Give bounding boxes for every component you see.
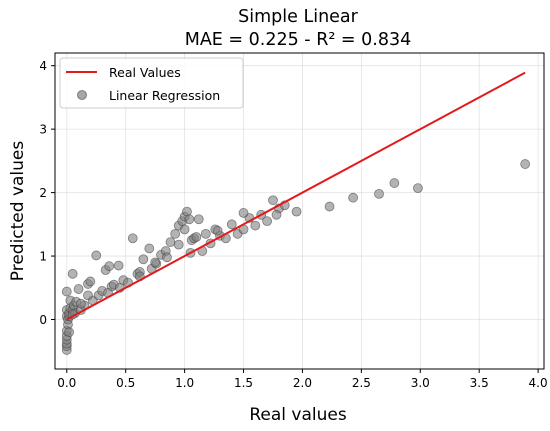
scatter-point <box>170 228 181 239</box>
scatter-point <box>348 192 359 203</box>
scatter-point <box>374 188 384 199</box>
scatter-point <box>250 220 261 231</box>
scatter-point <box>173 239 184 250</box>
legend-entry-real-values: Real Values <box>109 65 181 80</box>
scatter-point <box>162 252 172 263</box>
scatter-point <box>150 257 161 268</box>
scatter-point <box>85 276 96 287</box>
x-tick-label: 2.5 <box>352 376 371 390</box>
scatter-point <box>226 219 237 230</box>
scatter-point <box>91 250 102 261</box>
x-tick-label: 4.0 <box>529 376 548 390</box>
y-axis-ticks: 0 1 2 3 4 <box>39 59 55 327</box>
scatter-point <box>238 208 249 218</box>
chart-title-line-1: Simple Linear <box>238 7 359 27</box>
y-tick-label: 2 <box>39 186 47 200</box>
scatter-point <box>104 261 115 272</box>
series-layer <box>61 71 531 355</box>
scatter-point <box>184 214 195 225</box>
x-tick-label: 1.5 <box>234 376 253 390</box>
scatter-point <box>76 298 86 309</box>
scatter-point <box>212 225 223 236</box>
scatter-point <box>389 178 400 188</box>
y-tick-label: 1 <box>39 250 47 264</box>
y-axis-label: Predicted values <box>8 141 28 282</box>
scatter-point <box>324 201 335 212</box>
scatter-point <box>520 159 531 169</box>
legend: Real Values Linear Regression <box>59 57 244 109</box>
x-tick-label: 3.5 <box>470 376 489 390</box>
legend-entry-linear-regression: Linear Regression <box>109 88 220 103</box>
scatter-point <box>73 284 84 294</box>
scatter-point <box>413 183 423 194</box>
scatter-point <box>67 268 78 279</box>
chart-title-line-2: MAE = 0.225 - R² = 0.834 <box>185 30 412 50</box>
y-tick-label: 0 <box>39 313 47 327</box>
scatter-point <box>179 224 190 235</box>
x-axis-label: Real values <box>249 405 346 425</box>
x-tick-label: 0.5 <box>116 376 135 390</box>
scatter-point <box>165 237 176 247</box>
scatter-point <box>262 216 272 227</box>
x-tick-label: 3.0 <box>411 376 430 390</box>
scatter-point <box>268 195 278 206</box>
scatter-point <box>193 214 204 225</box>
scatter-point <box>127 233 138 244</box>
scatter-point <box>191 232 202 242</box>
x-axis-ticks: 0.0 0.5 1.0 1.5 2.0 2.5 3.0 3.5 4.0 <box>57 369 548 390</box>
x-tick-label: 1.0 <box>175 376 194 390</box>
scatter-point <box>138 254 149 265</box>
scatter-point <box>83 290 93 301</box>
scatter-point <box>64 327 75 338</box>
plot-frame <box>54 52 545 370</box>
scatter-point <box>61 286 72 297</box>
legend-marker-swatch <box>77 90 87 100</box>
scatter-point <box>271 209 282 220</box>
scatter-point <box>144 243 155 254</box>
x-tick-label: 2.0 <box>293 376 312 390</box>
scatter-point <box>291 206 302 217</box>
y-tick-label: 3 <box>39 123 47 137</box>
x-tick-label: 0.0 <box>57 376 76 390</box>
y-tick-label: 4 <box>39 59 47 73</box>
scatter-point <box>113 260 124 271</box>
legend-box <box>59 57 244 109</box>
identity-line <box>66 71 526 321</box>
scatter-point <box>200 228 211 239</box>
